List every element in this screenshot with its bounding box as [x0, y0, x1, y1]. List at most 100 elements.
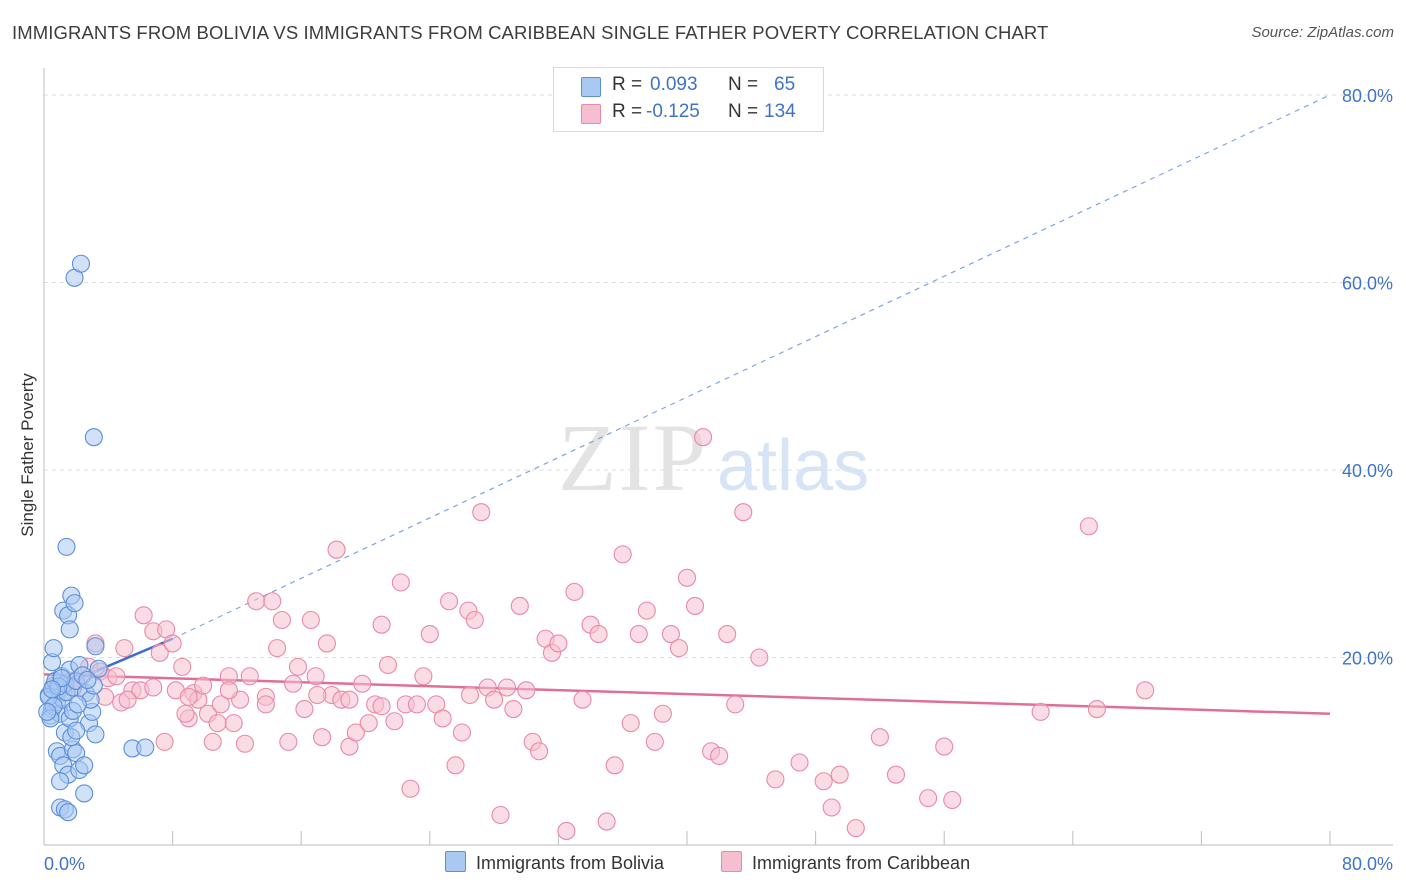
caribbean-trend-line [43, 673, 1331, 715]
bolivia-point [89, 659, 108, 678]
bolivia-point [86, 637, 105, 656]
caribbean-swatch [581, 104, 601, 124]
bolivia-swatch [445, 851, 466, 872]
caribbean-point [669, 639, 689, 658]
caribbean-point [517, 681, 536, 700]
caribbean-point [661, 625, 680, 644]
bolivia-point [84, 428, 103, 447]
bolivia-point [68, 695, 87, 714]
legend-r-value: -0.125 [646, 101, 700, 122]
caribbean-point [107, 667, 126, 686]
caribbean-point [211, 695, 230, 714]
caribbean-point [497, 678, 517, 697]
bolivia-point [86, 725, 105, 744]
caribbean-point [317, 634, 336, 653]
caribbean-point [510, 596, 529, 615]
caribbean-point [597, 812, 616, 831]
caribbean-point [150, 643, 169, 662]
y-tick-label: 60.0% [1342, 274, 1393, 294]
bolivia-point [60, 620, 79, 639]
source-label: Source: ZipAtlas.com [1251, 24, 1394, 41]
caribbean-point [134, 606, 153, 625]
y-tick-label: 20.0% [1342, 649, 1393, 669]
caribbean-point [621, 714, 640, 733]
caribbean-point [846, 819, 865, 838]
caribbean-point [401, 779, 420, 798]
caribbean-point [710, 746, 729, 765]
caribbean-swatch [721, 851, 742, 872]
caribbean-point [605, 756, 624, 775]
legend-label-caribbean: Immigrants from Caribbean [752, 853, 971, 873]
caribbean-point [1087, 700, 1106, 719]
caribbean-point [313, 728, 332, 747]
caribbean-point [219, 681, 238, 700]
caribbean-point [203, 732, 222, 751]
caribbean-point [814, 772, 833, 791]
caribbean-point [306, 667, 325, 686]
y-tick-label: 40.0% [1342, 461, 1393, 481]
caribbean-point [385, 712, 404, 731]
caribbean-point [301, 610, 320, 630]
bolivia-swatch [581, 77, 601, 97]
caribbean-point [235, 734, 254, 753]
caribbean-point [718, 625, 737, 644]
caribbean-point [830, 765, 849, 784]
y-tick-label: 80.0% [1342, 86, 1393, 106]
caribbean-point [1031, 702, 1050, 721]
caribbean-point [1136, 681, 1155, 700]
caribbean-point [822, 798, 841, 817]
caribbean-point [1079, 517, 1098, 536]
bolivia-point [136, 738, 155, 757]
caribbean-point [530, 742, 549, 761]
watermark-atlas: atlas [717, 426, 869, 506]
caribbean-point [407, 695, 426, 714]
legend-n-label: N = [728, 74, 759, 95]
caribbean-point [653, 704, 672, 723]
caribbean-point [420, 625, 439, 644]
bolivia-point [67, 721, 86, 740]
caribbean-point [919, 789, 938, 808]
bolivia-point [51, 772, 70, 791]
caribbean-point [943, 790, 962, 810]
legend-row-bolivia: R = 0.093 N = 65 [554, 73, 823, 99]
watermark: ZIP atlas [558, 404, 869, 511]
caribbean-point [629, 625, 648, 644]
caribbean-point [346, 723, 365, 742]
caribbean-point [284, 674, 303, 693]
legend-item-bolivia: Immigrants from Bolivia [445, 851, 664, 877]
grid-lines [44, 94, 1393, 658]
caribbean-point [176, 704, 195, 723]
legend-r-label: R = [612, 74, 643, 95]
caribbean-point [750, 648, 769, 667]
caribbean-point [573, 690, 592, 709]
bolivia-point [44, 639, 63, 658]
x-tick-label: 80.0% [1342, 854, 1393, 874]
caribbean-point [557, 821, 576, 840]
caribbean-point [589, 625, 608, 644]
bolivia-point [71, 254, 91, 273]
caribbean-point [485, 690, 504, 709]
caribbean-point [645, 732, 664, 751]
bolivia-point [59, 803, 78, 822]
caribbean-point [433, 709, 452, 728]
caribbean-point [288, 657, 308, 676]
caribbean-point [144, 678, 163, 697]
legend-r-label: R = [612, 101, 643, 122]
tick-labels: 20.0% 40.0% 60.0% 80.0% 0.0% 80.0% [44, 86, 1393, 874]
caribbean-point [118, 690, 137, 709]
caribbean-point [414, 667, 433, 686]
caribbean-point [440, 592, 459, 611]
legend-label-bolivia: Immigrants from Bolivia [476, 853, 665, 873]
caribbean-point [886, 765, 906, 784]
caribbean-points [47, 428, 1155, 840]
caribbean-point [295, 700, 314, 719]
caribbean-point [446, 756, 465, 775]
caribbean-point [240, 667, 259, 686]
caribbean-point [327, 540, 346, 559]
bolivia-point [75, 756, 94, 775]
caribbean-point [256, 695, 275, 714]
caribbean-point [472, 503, 491, 522]
caribbean-point [491, 805, 510, 825]
correlation-legend: R = 0.093 N = 65 R = -0.125 N = 134 [553, 67, 824, 132]
caribbean-point [173, 657, 192, 676]
